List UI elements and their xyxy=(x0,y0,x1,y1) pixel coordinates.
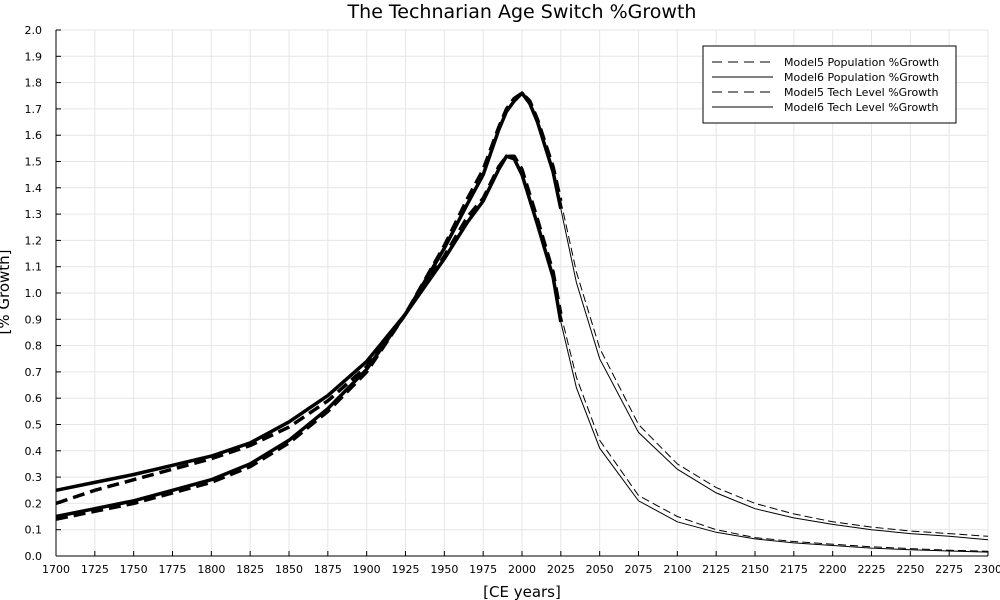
x-tick-label: 2125 xyxy=(702,563,730,576)
y-axis: 0.0 0.1 0.2 0.3 0.4 0.5 0.6 0.7 0.8 0.9 1.0 1.1 1.2 1… xyxy=(25,24,61,563)
x-tick-label: 2150 xyxy=(741,563,769,576)
x-axis-label: [CE years] xyxy=(483,583,561,600)
y-tick-label: 1.9 xyxy=(25,50,43,63)
x-tick-label: 2025 xyxy=(547,563,575,576)
x-tick-label: 1775 xyxy=(159,563,187,576)
x-tick-label: 2075 xyxy=(625,563,653,576)
x-tick-label: 1700 xyxy=(42,563,70,576)
legend: Model5 Population %Growth Model6 Populati… xyxy=(702,45,957,124)
x-tick-label: 1975 xyxy=(469,563,497,576)
y-tick-label: 0.7 xyxy=(25,366,43,379)
x-tick-label: 2250 xyxy=(896,563,924,576)
y-tick-label: 0.5 xyxy=(25,419,43,432)
x-tick-label: 1800 xyxy=(197,563,225,576)
legend-entry: Model5 Tech Level %Growth xyxy=(784,86,938,99)
x-tick-label: 1950 xyxy=(430,563,458,576)
x-tick-label: 1725 xyxy=(81,563,109,576)
x-axis: 1700 1725 1750 1775 1800 1825 1850 1875 1900 1925… xyxy=(42,551,1000,576)
x-tick-label: 1850 xyxy=(275,563,303,576)
chart-title: The Technarian Age Switch %Growth xyxy=(347,1,697,23)
y-axis-label: [% Growth] xyxy=(0,249,13,334)
series-line-4 xyxy=(560,321,989,553)
y-tick-label: 0.1 xyxy=(25,524,43,537)
x-tick-label: 2225 xyxy=(858,563,886,576)
legend-box xyxy=(702,45,957,124)
x-tick-label: 1925 xyxy=(392,563,420,576)
x-tick-label: 1825 xyxy=(236,563,264,576)
y-tick-label: 1.3 xyxy=(25,208,43,221)
y-tick-label: 1.4 xyxy=(25,182,43,195)
x-tick-label: 2175 xyxy=(780,563,808,576)
y-tick-label: 0.4 xyxy=(25,445,43,458)
x-tick-label: 2050 xyxy=(586,563,614,576)
y-tick-label: 1.7 xyxy=(25,103,43,116)
y-tick-label: 1.6 xyxy=(25,129,43,142)
legend-entry: Model5 Population %Growth xyxy=(784,56,939,69)
x-tick-label: 2275 xyxy=(935,563,963,576)
y-tick-label: 0.8 xyxy=(25,340,43,353)
x-tick-label: 1900 xyxy=(353,563,381,576)
series-line-3 xyxy=(560,313,989,552)
legend-entry: Model6 Population %Growth xyxy=(784,71,939,84)
x-tick-label: 2000 xyxy=(508,563,536,576)
y-tick-label: 1.1 xyxy=(25,261,43,274)
x-tick-label: 1875 xyxy=(314,563,342,576)
series-layer xyxy=(55,91,989,553)
y-tick-label: 0.2 xyxy=(25,497,43,510)
y-tick-label: 1.2 xyxy=(25,234,43,247)
series-line-bold-2 xyxy=(55,91,563,493)
y-tick-label: 1.8 xyxy=(25,77,43,90)
x-tick-label: 2200 xyxy=(819,563,847,576)
series-line-2 xyxy=(560,208,989,541)
x-tick-label: 2300 xyxy=(974,563,1000,576)
y-tick-label: 0.3 xyxy=(25,471,43,484)
x-tick-label: 1750 xyxy=(120,563,148,576)
y-tick-label: 1.5 xyxy=(25,156,43,169)
series-line-bold-4 xyxy=(55,154,563,519)
x-tick-label: 2100 xyxy=(663,563,691,576)
y-tick-label: 0.6 xyxy=(25,392,43,405)
y-tick-label: 0.9 xyxy=(25,313,43,326)
y-tick-label: 1.0 xyxy=(25,287,43,300)
y-tick-label: 2.0 xyxy=(25,24,43,37)
legend-entry: Model6 Tech Level %Growth xyxy=(784,101,938,114)
y-tick-label: 0.0 xyxy=(25,550,43,563)
